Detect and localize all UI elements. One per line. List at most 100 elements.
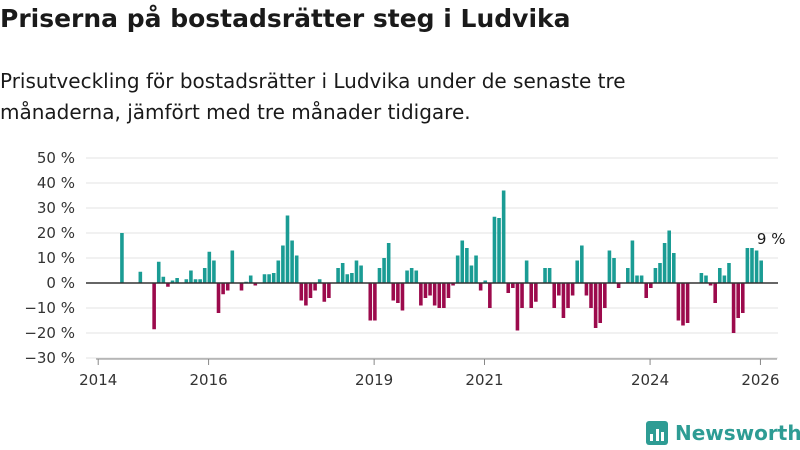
bar xyxy=(492,216,497,283)
bar xyxy=(717,268,722,283)
bar xyxy=(267,274,271,283)
bar xyxy=(285,215,290,283)
y-tick-label: 10 % xyxy=(37,249,75,267)
bar xyxy=(603,283,607,308)
bar xyxy=(396,283,400,303)
bar xyxy=(175,278,179,283)
bar xyxy=(589,283,593,308)
bar xyxy=(327,283,331,298)
bar xyxy=(317,279,322,283)
bar xyxy=(644,283,649,298)
chart-subtitle: Prisutveckling för bostadsrätter i Ludvi… xyxy=(0,69,626,124)
bar xyxy=(672,253,676,283)
bar xyxy=(658,263,662,283)
bar xyxy=(575,260,580,283)
bar xyxy=(740,283,745,313)
bar xyxy=(635,275,639,283)
bar xyxy=(207,251,212,283)
y-tick-label: 0 % xyxy=(46,274,75,292)
bar xyxy=(667,230,671,283)
bar xyxy=(497,218,501,283)
bar xyxy=(607,250,612,283)
newsworthy-bar-chart-icon xyxy=(646,421,668,445)
bar xyxy=(225,283,230,291)
bar xyxy=(409,268,414,283)
bar xyxy=(653,268,658,283)
bar xyxy=(281,245,285,283)
bar xyxy=(239,283,244,291)
bar xyxy=(308,283,313,298)
y-tick-label: 50 % xyxy=(37,149,75,167)
brand-name: Newsworthy xyxy=(675,421,800,445)
bar xyxy=(469,265,474,283)
bar xyxy=(377,268,382,283)
bar xyxy=(350,273,354,283)
bar xyxy=(304,283,308,306)
bar xyxy=(759,260,763,283)
bar xyxy=(708,283,713,286)
bar xyxy=(676,283,681,321)
bar xyxy=(120,233,124,283)
bar xyxy=(731,283,736,333)
bar xyxy=(161,276,166,283)
bar xyxy=(437,283,442,308)
bar xyxy=(322,283,327,302)
bar xyxy=(727,263,731,283)
bar xyxy=(290,240,294,283)
bar xyxy=(478,283,483,291)
bar xyxy=(745,248,750,283)
x-tick-label: 2021 xyxy=(465,371,503,389)
bar xyxy=(662,243,667,283)
bar xyxy=(345,274,350,283)
bar xyxy=(704,275,708,283)
bar xyxy=(405,270,409,283)
bar xyxy=(419,283,423,306)
bar xyxy=(442,283,446,308)
bar xyxy=(488,283,492,308)
bar xyxy=(152,283,156,330)
bar xyxy=(639,275,644,283)
x-tick-label: 2024 xyxy=(631,371,669,389)
bar xyxy=(368,283,373,321)
newsworthy-logo: Newsworthy xyxy=(646,420,800,446)
last-value-annotation: 9 % xyxy=(757,230,786,248)
y-axis-ticks: 50 % 40 % 30 % 20 % 10 % 0 % −10 % −20 % −30 % xyxy=(24,149,75,367)
bar xyxy=(428,283,432,296)
x-tick-label: 2026 xyxy=(741,371,779,389)
bar xyxy=(382,258,386,283)
bar xyxy=(373,283,377,321)
bar xyxy=(501,190,506,283)
bar xyxy=(262,274,267,283)
bar xyxy=(681,283,685,326)
gridlines xyxy=(86,157,778,359)
bar xyxy=(534,283,538,302)
bar xyxy=(529,283,534,308)
bar xyxy=(561,283,566,318)
y-tick-label: 30 % xyxy=(37,199,75,217)
bar xyxy=(391,283,396,301)
bar xyxy=(432,283,437,306)
bar xyxy=(547,268,552,283)
bar xyxy=(294,255,299,283)
bar xyxy=(400,283,405,311)
bar xyxy=(198,279,202,283)
bar xyxy=(202,268,207,283)
y-tick-label: −30 % xyxy=(24,349,75,367)
bar xyxy=(520,283,524,308)
bar xyxy=(552,283,557,308)
bar xyxy=(685,283,690,323)
bar xyxy=(699,273,704,283)
bar xyxy=(483,280,488,283)
x-tick-label: 2014 xyxy=(79,371,117,389)
bar xyxy=(166,283,170,287)
bar xyxy=(340,263,345,283)
y-tick-label: −10 % xyxy=(24,299,75,317)
bar xyxy=(313,283,317,291)
bar xyxy=(515,283,520,331)
bar xyxy=(336,268,340,283)
bar xyxy=(451,283,455,286)
y-tick-label: −20 % xyxy=(24,324,75,342)
bar xyxy=(184,279,189,283)
bar xyxy=(193,279,198,283)
